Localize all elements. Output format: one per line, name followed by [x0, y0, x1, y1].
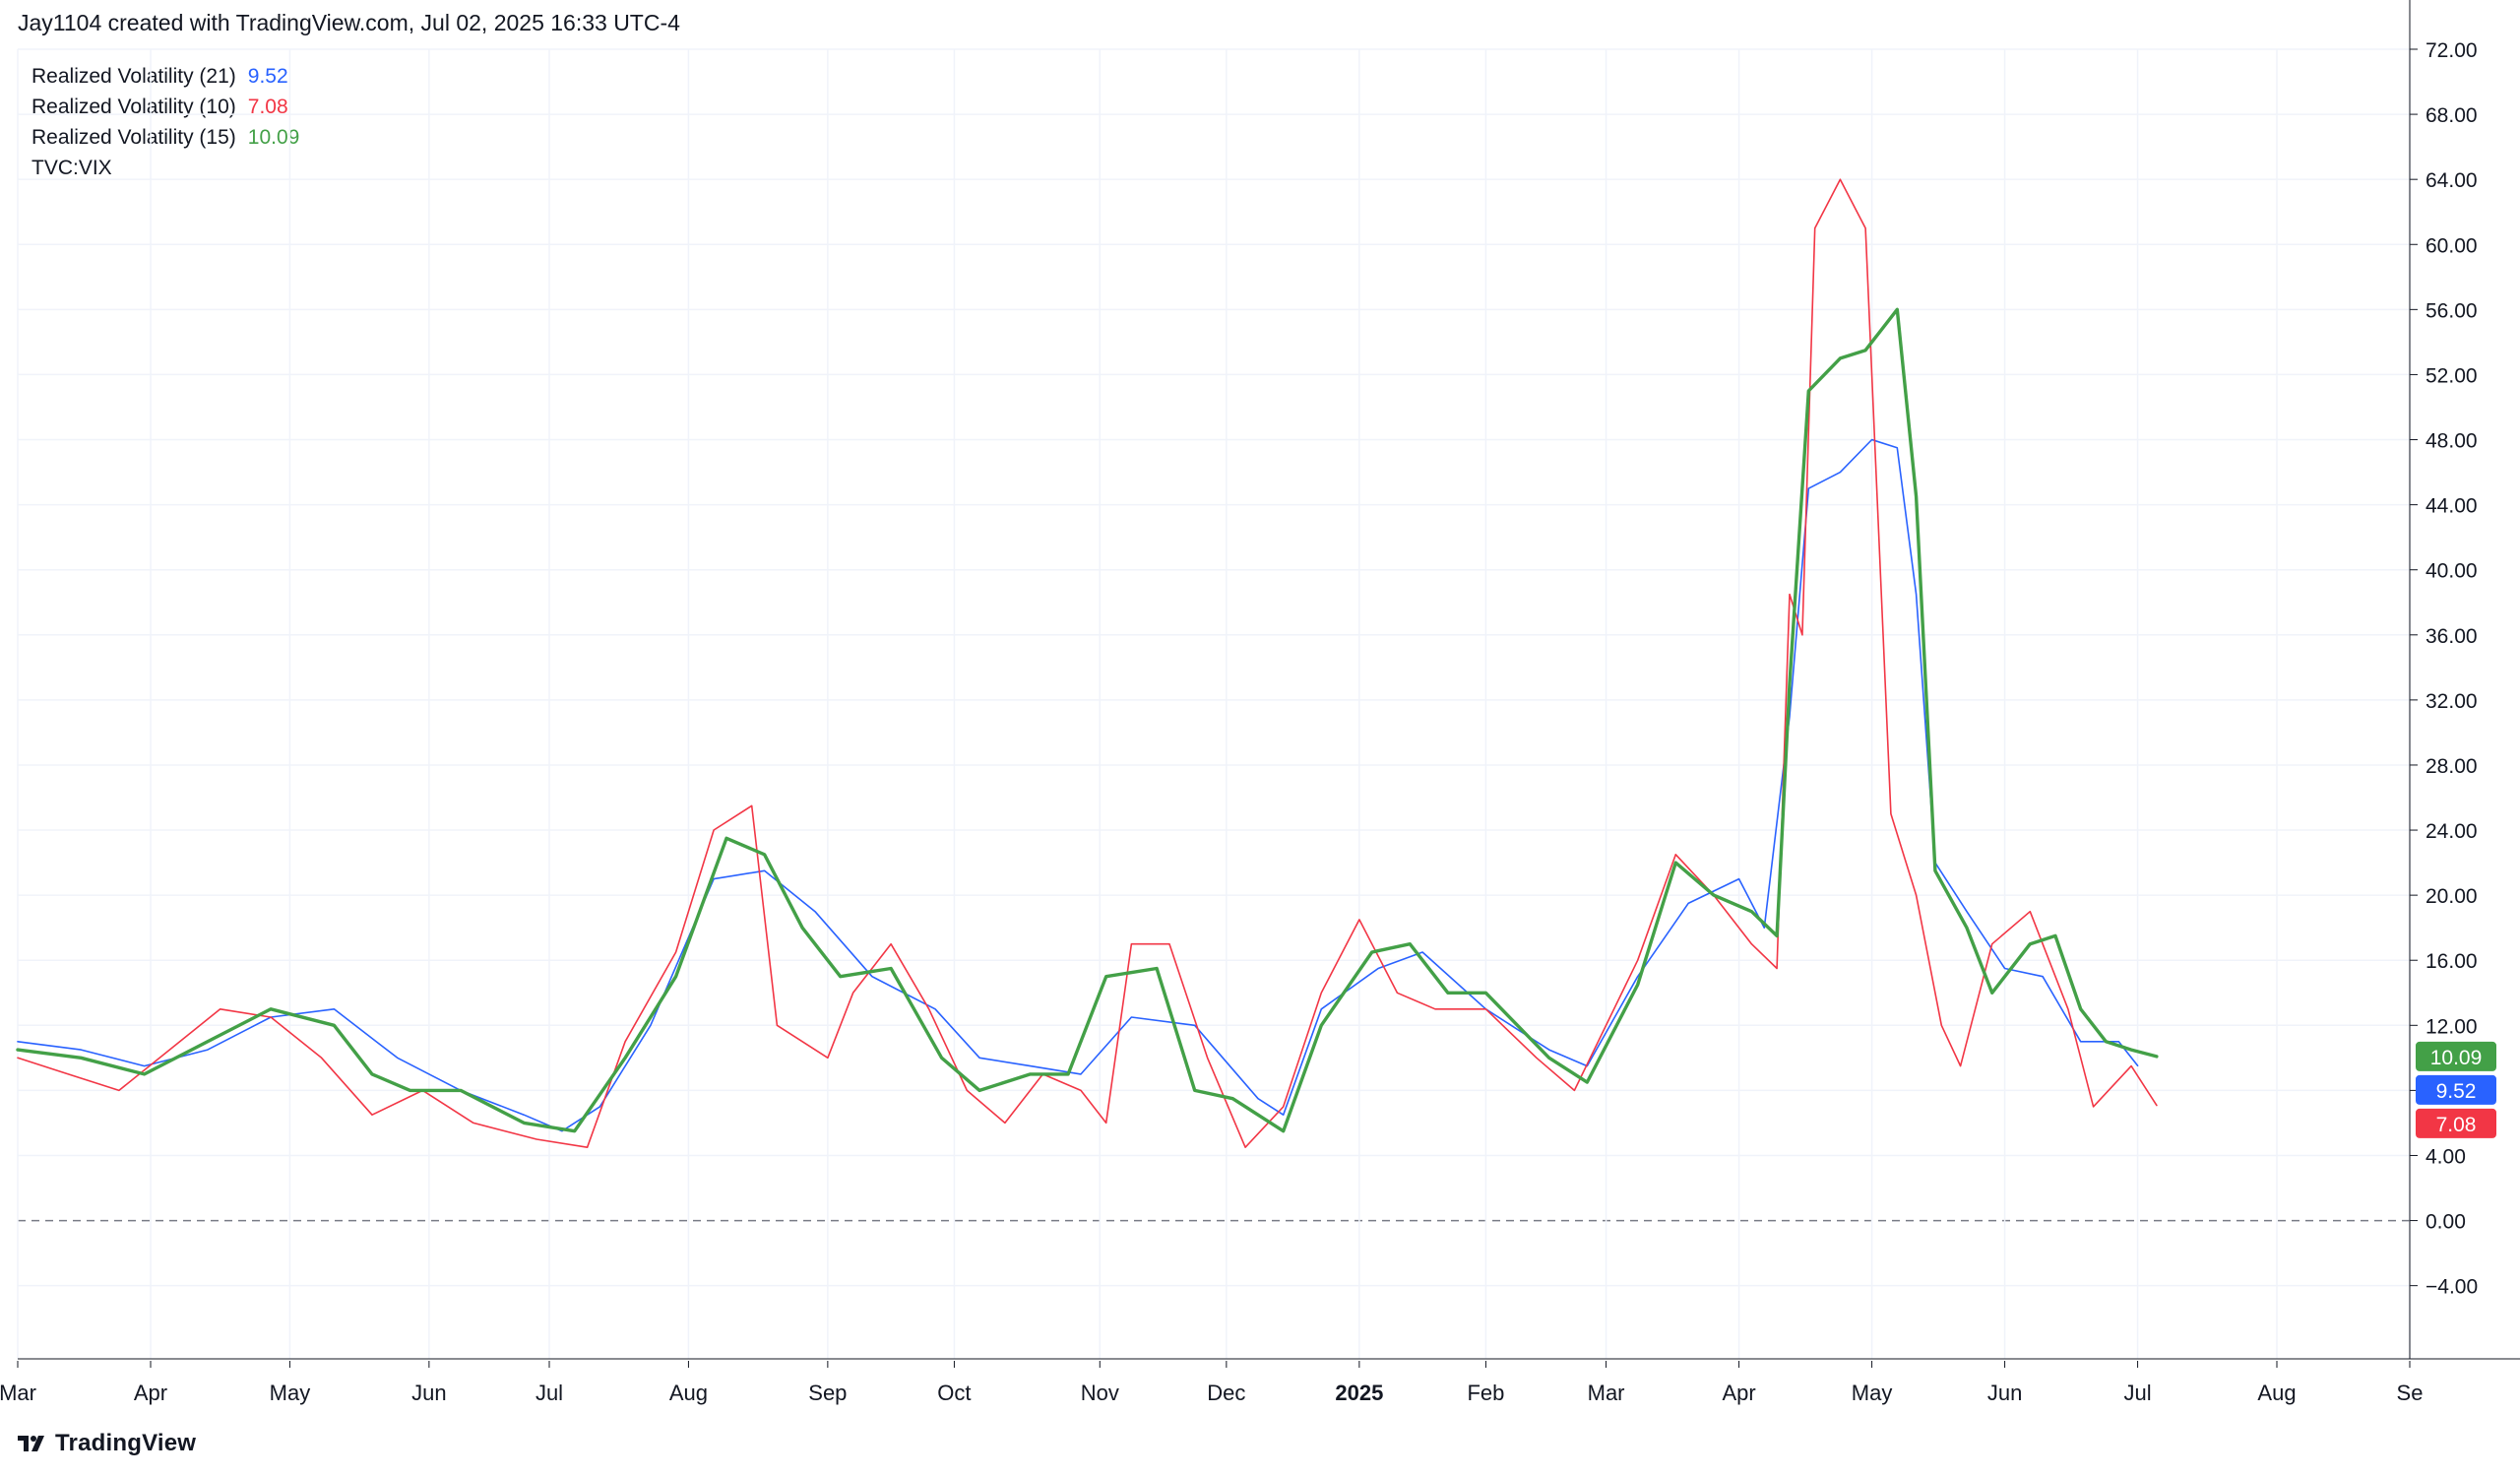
x-tick-label: Nov: [1081, 1381, 1119, 1405]
series-lines: [16, 178, 2159, 1148]
x-tick-label: Aug: [2257, 1381, 2296, 1405]
y-tick-label: 36.00: [2426, 625, 2478, 648]
y-tick-label: 68.00: [2426, 104, 2478, 127]
last-value-badge: 9.52: [2416, 1074, 2496, 1105]
brand-name: TradingView: [55, 1430, 197, 1456]
y-tick-label: 32.00: [2426, 690, 2478, 713]
y-tick-label: 44.00: [2426, 495, 2478, 518]
series-line-rv15: [16, 307, 2159, 1133]
y-tick-label: 56.00: [2426, 299, 2478, 322]
legend-label: Realized Volatility (21): [32, 65, 236, 88]
last-value-badge-label: 7.08: [2436, 1114, 2477, 1136]
axes: 72.00 68.00 64.00 60.00 56.00 52.00 48.00 44.00…: [0, 0, 2520, 1405]
y-tick-label: 4.00: [2426, 1145, 2466, 1168]
legend-item-rv10[interactable]: Realized Volatility (10) 7.08: [32, 92, 299, 122]
series-line-rv10: [17, 178, 2158, 1148]
last-value-badge-bg: [2416, 1041, 2496, 1071]
legend-label: Realized Volatility (15): [32, 126, 236, 149]
series-line-rv21: [17, 438, 2139, 1132]
last-value-badge-bg: [2416, 1074, 2496, 1105]
x-tick-label: Mar: [1588, 1381, 1625, 1405]
x-tick-label: Sep: [808, 1381, 847, 1405]
legend-item-rv21[interactable]: Realized Volatility (21) 9.52: [32, 61, 299, 92]
x-tick-label: Se: [2397, 1381, 2424, 1405]
y-tick-label: 72.00: [2426, 39, 2478, 62]
x-tick-label: Apr: [134, 1381, 167, 1405]
legend-label: Realized Volatility (10): [32, 96, 236, 118]
legend-item-rv15[interactable]: Realized Volatility (15) 10.09: [32, 122, 299, 153]
legend-item-vix[interactable]: TVC:VIX: [32, 153, 299, 183]
chart-credit: Jay1104 created with TradingView.com, Ju…: [18, 10, 680, 35]
x-tick-label: Mar: [0, 1381, 36, 1405]
x-tick-label: Oct: [937, 1381, 971, 1405]
legend-label: TVC:VIX: [32, 157, 112, 179]
y-tick-label: 40.00: [2426, 560, 2478, 583]
x-tick-label: May: [270, 1381, 311, 1405]
x-tick-label: Jul: [2124, 1381, 2152, 1405]
y-tick-label: 48.00: [2426, 430, 2478, 453]
last-value-badge: 10.09: [2416, 1041, 2496, 1071]
x-tick-label: Apr: [1722, 1381, 1755, 1405]
x-tick-label: Jul: [536, 1381, 563, 1405]
x-tick-label: Jun: [411, 1381, 446, 1405]
y-tick-label: 60.00: [2426, 234, 2478, 257]
legend-value: 9.52: [247, 65, 288, 88]
last-value-badge-label: 10.09: [2430, 1047, 2483, 1069]
last-value-badge: 7.08: [2416, 1108, 2496, 1138]
chart-legend: Realized Volatility (21) 9.52 Realized Vo…: [32, 61, 299, 183]
x-tick-label: Feb: [1467, 1381, 1504, 1405]
x-tick-label: May: [1852, 1381, 1893, 1405]
last-value-badge-label: 9.52: [2436, 1080, 2477, 1103]
y-tick-label: 20.00: [2426, 885, 2478, 908]
x-tick-label: Aug: [669, 1381, 708, 1405]
x-tick-label: 2025: [1335, 1381, 1383, 1405]
y-tick-label: 0.00: [2426, 1211, 2466, 1234]
tradingview-logo-icon: [18, 1436, 44, 1451]
footer: TradingView: [18, 1430, 196, 1457]
grid: [17, 48, 2411, 1359]
y-tick-label: 16.00: [2426, 950, 2478, 973]
y-tick-label: 28.00: [2426, 755, 2478, 778]
y-tick-label: −4.00: [2426, 1276, 2478, 1299]
y-tick-label: 52.00: [2426, 364, 2478, 387]
y-tick-label: 64.00: [2426, 169, 2478, 192]
y-tick-label: 12.00: [2426, 1015, 2478, 1038]
legend-value: 10.09: [247, 126, 300, 149]
last-value-badge-bg: [2416, 1108, 2496, 1138]
y-tick-label: 24.00: [2426, 820, 2478, 843]
legend-value: 7.08: [247, 96, 288, 118]
x-tick-label: Dec: [1207, 1381, 1245, 1405]
x-tick-label: Jun: [1987, 1381, 2022, 1405]
